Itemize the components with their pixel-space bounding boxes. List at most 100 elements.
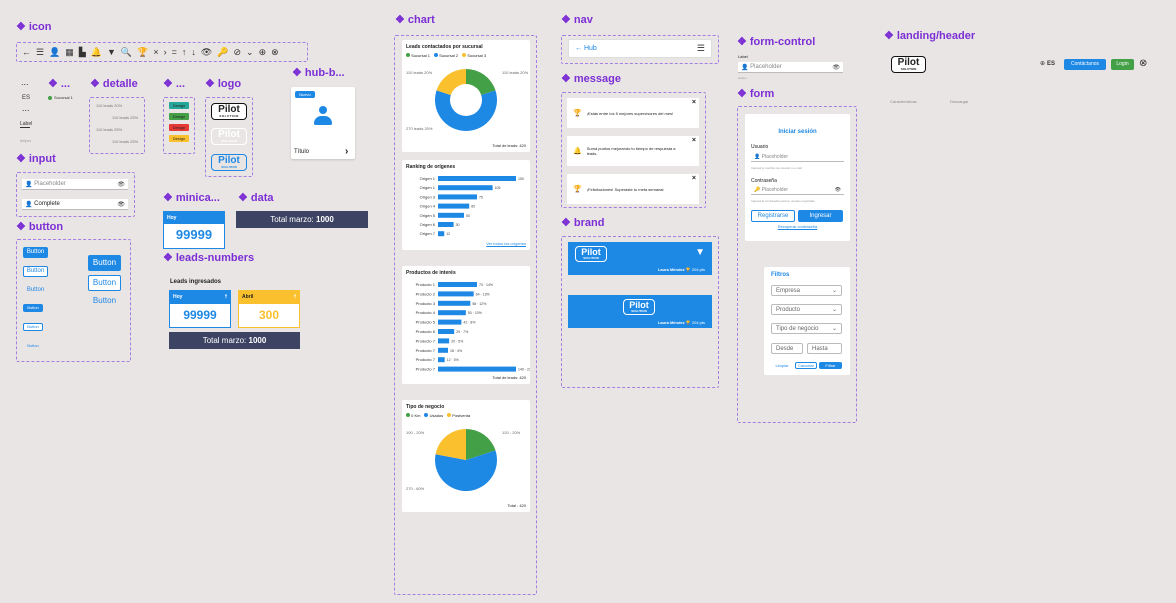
arrow-down-icon: ↓ (191, 47, 196, 57)
outline-button-large[interactable]: Button (88, 275, 121, 291)
text-button-small[interactable]: Button (26, 287, 45, 293)
close-circle-icon: ⊗ (271, 46, 279, 57)
bar-value-label: 42 · 8% (463, 321, 475, 325)
form-control-input[interactable]: 👤 Placeholder 👁 (738, 62, 843, 73)
producto-select[interactable]: Producto ⌄ (771, 304, 842, 315)
nav-back-label[interactable]: Hub (583, 45, 597, 52)
message-text: ¡Felicitaciones! Superaste tu meta seman… (586, 186, 665, 192)
register-button[interactable]: Registrarse (751, 210, 795, 222)
chart-total: Total de leads: 420 (492, 375, 526, 380)
arrow-up-icon: 🠕 (293, 294, 296, 300)
chevron-down-icon: ⌄ (831, 288, 837, 294)
section-title-hub: ❖ hub-b... (292, 67, 345, 79)
bar (438, 282, 477, 287)
bar (438, 310, 466, 316)
legend-item: Sucursal 3 (462, 53, 486, 58)
tags-frame (163, 97, 195, 154)
login-button[interactable]: Login (1111, 59, 1134, 70)
placeholder-input[interactable]: 👤 Placeholder 👁 (22, 179, 128, 190)
lang-es[interactable]: ES (22, 95, 31, 101)
desde-input[interactable]: Desde (771, 343, 803, 354)
bar (438, 231, 445, 237)
outline-button-small[interactable]: Button (23, 266, 48, 277)
primary-button-xs[interactable]: Button (23, 304, 43, 312)
tipo-negocio-select[interactable]: Tipo de negocio ⌄ (771, 323, 842, 334)
chart-card-tipo-negocio: Tipo de negocio 0 Km Usados Postventa 10… (402, 400, 530, 512)
bar-category-label: Producto 3 (416, 301, 436, 306)
trophy-icon: 🏆 (573, 110, 582, 117)
arrow-left-icon[interactable]: ← (575, 45, 582, 52)
section-title-landing-header: ❖ landing/header (884, 30, 976, 42)
menu-icon[interactable]: ☰ (696, 43, 705, 53)
filtrar-button[interactable]: Filtrar (819, 362, 842, 369)
eye-icon: 👁 (200, 46, 213, 57)
empresa-select[interactable]: Empresa ⌄ (771, 285, 842, 296)
nav-link-descargar[interactable]: Descargar (950, 99, 969, 104)
filters-title: Filtros (771, 272, 790, 278)
hub-card[interactable]: Nuevo Título › (291, 87, 355, 159)
bar-category-label: Producto 2 (416, 291, 436, 296)
login-button[interactable]: Ingresar (798, 210, 843, 222)
eye-icon[interactable]: 👁 (117, 201, 125, 208)
trophy-icon: 🏆 (137, 46, 149, 57)
bar-category-label: Producto 7 (416, 348, 436, 353)
ver-todos-link[interactable]: Ver todos los orígenes (486, 241, 526, 246)
contact-button[interactable]: Contáctanos (1064, 59, 1106, 70)
filter-icon[interactable]: ▼ (695, 247, 705, 258)
arrow-left-icon: ← (22, 47, 31, 57)
bar-value-label: 140 · 23% (518, 368, 530, 372)
pie-slice (466, 429, 496, 460)
detalle-item: 110 leads 25% (112, 139, 139, 144)
arrow-up-icon: ↑ (181, 47, 187, 57)
bar-value-label: 64 · 13% (476, 292, 490, 296)
primary-button-large[interactable]: Button (88, 255, 121, 271)
section-title-detalle: ❖ detalle (90, 78, 138, 90)
bar (438, 203, 470, 209)
eye-icon[interactable]: 👁 (117, 181, 125, 188)
login-form: Iniciar sesión Usuario 👤 Placeholder Ing… (745, 114, 850, 241)
forgot-password-link[interactable]: Recuperar contraseña (777, 224, 818, 229)
limpiar-button[interactable]: Limpiar (775, 363, 789, 368)
chart-card-origenes: Ranking de orígenes Origen 1 150 Origen 1 1… (402, 160, 530, 250)
slice-label: 270 leads 20% (406, 126, 433, 131)
outline-button-xs[interactable]: Button (23, 323, 43, 331)
nav-frame (561, 35, 719, 64)
key-icon: 🔑 (754, 186, 761, 193)
status-badge: Sucursal 1 (48, 95, 73, 100)
calendar-icon: ▦ (65, 46, 74, 57)
landing-logo[interactable]: Pilot SOLUTION (891, 56, 926, 73)
message-frame (561, 92, 706, 208)
text-button-large[interactable]: Button (92, 296, 117, 305)
close-icon[interactable]: × (691, 175, 696, 182)
logo-frame (205, 97, 253, 177)
text-button-xs[interactable]: Button (27, 343, 39, 348)
data-total-bar: Total marzo: 1000 (236, 211, 368, 228)
complete-input[interactable]: 👤 Complete 👁 (22, 199, 128, 210)
primary-button-small[interactable]: Button (23, 247, 48, 258)
equals-icon: = (171, 47, 177, 57)
bar-category-label: Origen 1 (420, 185, 436, 190)
user-input[interactable]: 👤 Placeholder (751, 152, 844, 162)
close-icon[interactable]: × (691, 137, 696, 144)
password-input[interactable]: 🔑 Placeholder 👁 (751, 185, 844, 195)
user-icon (313, 106, 333, 126)
chart-frame (394, 35, 537, 595)
search-icon: 🔍 (120, 46, 133, 57)
eye-icon[interactable]: 👁 (832, 64, 840, 71)
close-icon[interactable]: × (691, 99, 696, 106)
cancelar-button[interactable]: Cancelar (795, 362, 817, 369)
label-text: Label (20, 121, 33, 127)
status-dot-icon (48, 95, 52, 100)
bar (438, 338, 450, 344)
eye-icon[interactable]: 👁 (834, 186, 841, 193)
button-frame (16, 239, 131, 362)
bar-value-label: 29 · 7% (456, 330, 468, 334)
section-title-dots: ❖... (48, 78, 71, 90)
user-icon: 👤 (754, 153, 761, 160)
language-selector[interactable]: ⊕ ES (1040, 60, 1056, 68)
chevron-down-icon: ⌄ (246, 46, 254, 57)
chart-total: Total de leads: 420 (492, 143, 526, 148)
close-icon[interactable]: ⊗ (1139, 58, 1148, 69)
nav-link-caracteristicas[interactable]: Características (890, 99, 917, 104)
hasta-input[interactable]: Hasta (807, 343, 842, 354)
